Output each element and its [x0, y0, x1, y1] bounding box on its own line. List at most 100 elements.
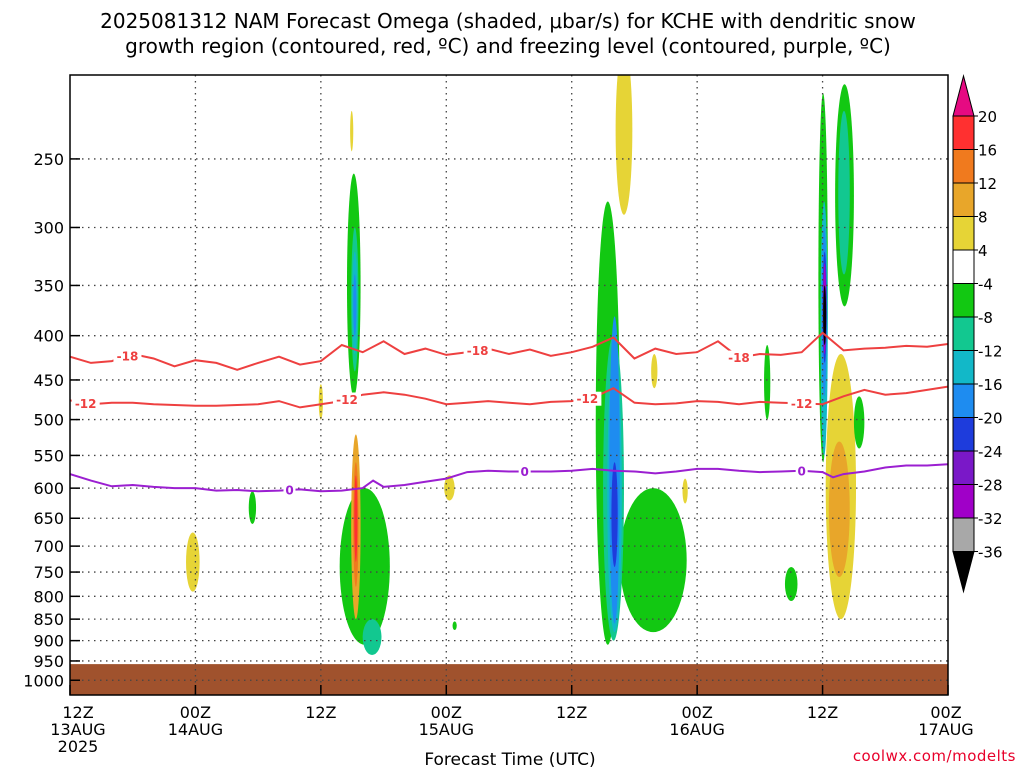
omega-region-15	[784, 567, 798, 602]
omega-region-20	[362, 619, 382, 655]
colorbar-label-11: -28	[978, 477, 1003, 495]
omega-region-18	[853, 396, 865, 449]
x-tick-label-48-1: 12Z	[556, 703, 587, 722]
ground-fill	[70, 664, 948, 695]
y-tick-label-600: 600	[33, 479, 64, 498]
omega-region-1	[318, 384, 323, 420]
omega-shading	[186, 75, 865, 655]
y-tick-label-850: 850	[33, 610, 64, 629]
y-tick-label-1000: 1000	[23, 671, 64, 690]
contour-label-bg-0-0	[113, 348, 142, 363]
colorbar-label-6: -8	[978, 309, 993, 327]
omega-region-29	[611, 462, 618, 568]
contour-label-0-1: -18	[467, 344, 489, 358]
contour-label-bg-1-3	[787, 396, 816, 411]
omega-region-6	[682, 478, 688, 504]
contour-line-2	[70, 463, 948, 493]
contour-label-bg-2-1	[518, 464, 531, 479]
colorbar-label-4: 4	[978, 242, 988, 260]
x-axis-title: Forecast Time (UTC)	[424, 750, 595, 768]
x-tick-label-24-1: 12Z	[305, 703, 336, 722]
credit-link[interactable]: coolwx.com/modelts	[853, 747, 1016, 765]
y-tick-label-950: 950	[33, 652, 64, 671]
colorbar-label-2: 12	[978, 175, 997, 193]
colorbar-label-1: 16	[978, 142, 997, 160]
colorbar-bin-0	[952, 115, 975, 150]
contour-label-bg-1-0	[71, 396, 100, 411]
contour-line-1	[70, 385, 948, 409]
colorbar-label-12: -32	[978, 510, 1003, 528]
x-tick-label-0-1: 12Z	[62, 703, 93, 722]
colorbar-label-0: 20	[978, 108, 997, 126]
colorbar-bin-12	[952, 517, 975, 552]
omega-region-9	[339, 488, 390, 645]
colorbar: 20 16 12 8 4 -4 -8 -12 -16 -20 -24 -28 -32 -36	[952, 74, 1003, 594]
omega-region-0	[350, 110, 354, 152]
colorbar-label-3: 8	[978, 209, 988, 227]
x-tick-label-72-1: 12Z	[807, 703, 838, 722]
contour-label-bg-0-2	[724, 350, 753, 365]
contour-label-bg-1-1	[332, 392, 361, 407]
contour-label-bg-0-1	[463, 343, 492, 358]
omega-region-36	[354, 475, 358, 562]
y-tick-label-550: 550	[33, 446, 64, 465]
pressure-axis: 250 300 350 400 450 500 550 600 650 700 750 800 850 9…	[23, 150, 80, 690]
colorbar-bin-1	[952, 149, 975, 184]
x-tick-label-0-3: 2025	[58, 737, 99, 756]
x-tick-label-36-2: 15AUG	[419, 720, 474, 739]
x-tick-label-84-2: 17AUG	[918, 720, 973, 739]
contour-label-1-1: -12	[336, 393, 358, 407]
y-tick-label-900: 900	[33, 632, 64, 651]
contour-label-2-1: 0	[520, 465, 528, 479]
colorbar-bin-4	[952, 249, 975, 284]
plot-frame	[69, 74, 949, 696]
y-tick-label-700: 700	[33, 537, 64, 556]
omega-region-10	[248, 491, 257, 524]
x-tick-label-60-1: 00Z	[681, 703, 712, 722]
y-tick-label-250: 250	[33, 150, 64, 169]
contour-label-2-2: 0	[797, 464, 805, 478]
y-tick-label-400: 400	[33, 327, 64, 346]
y-tick-label-500: 500	[33, 411, 64, 430]
contour-label-0-2: -18	[728, 351, 750, 365]
x-tick-label-60-2: 16AUG	[669, 720, 724, 739]
contour-label-1-0: -12	[75, 397, 97, 411]
contour-label-2-0: 0	[285, 484, 293, 498]
colorbar-bin-11	[952, 484, 975, 519]
ground-layer	[70, 664, 948, 695]
colorbar-bin-8	[952, 383, 975, 418]
omega-region-2	[186, 532, 200, 592]
colorbar-bin-9	[952, 417, 975, 452]
contour-label-bg-1-2	[573, 391, 602, 406]
colorbar-label-9: -20	[978, 410, 1003, 428]
colorbar-bin-3	[952, 216, 975, 251]
omega-region-26	[353, 274, 357, 336]
x-tick-label-12-1: 00Z	[180, 703, 211, 722]
title-line-2: growth region (contoured, red, ºC) and f…	[125, 34, 891, 58]
y-tick-label-650: 650	[33, 509, 64, 528]
colorbar-label-8: -16	[978, 376, 1003, 394]
colorbar-label-10: -24	[978, 443, 1003, 461]
x-tick-label-12-2: 14AUG	[168, 720, 223, 739]
chart-title: 2025081312 NAM Forecast Omega (shaded, μ…	[100, 9, 916, 58]
contour-label-bg-2-0	[283, 483, 296, 498]
colorbar-bin-2	[952, 182, 975, 217]
y-tick-label-350: 350	[33, 276, 64, 295]
y-tick-label-800: 800	[33, 587, 64, 606]
title-line-1: 2025081312 NAM Forecast Omega (shaded, μ…	[100, 9, 916, 33]
contour-line-0	[70, 331, 948, 371]
omega-region-34	[828, 441, 850, 578]
y-tick-label-450: 450	[33, 371, 64, 390]
omega-region-32	[823, 285, 827, 345]
y-tick-label-750: 750	[33, 563, 64, 582]
colorbar-label-7: -12	[978, 343, 1003, 361]
colorbar-bottom-arrow	[952, 551, 975, 594]
contour-label-1-2: -12	[577, 392, 599, 406]
colorbar-bin-7	[952, 350, 975, 385]
x-tick-label-36-1: 00Z	[431, 703, 462, 722]
temperature-contours: -18 -18 -18 -12 -12 -12 -12 0 0 0	[70, 331, 948, 498]
colorbar-bin-10	[952, 450, 975, 485]
contour-label-bg-2-2	[795, 463, 808, 478]
